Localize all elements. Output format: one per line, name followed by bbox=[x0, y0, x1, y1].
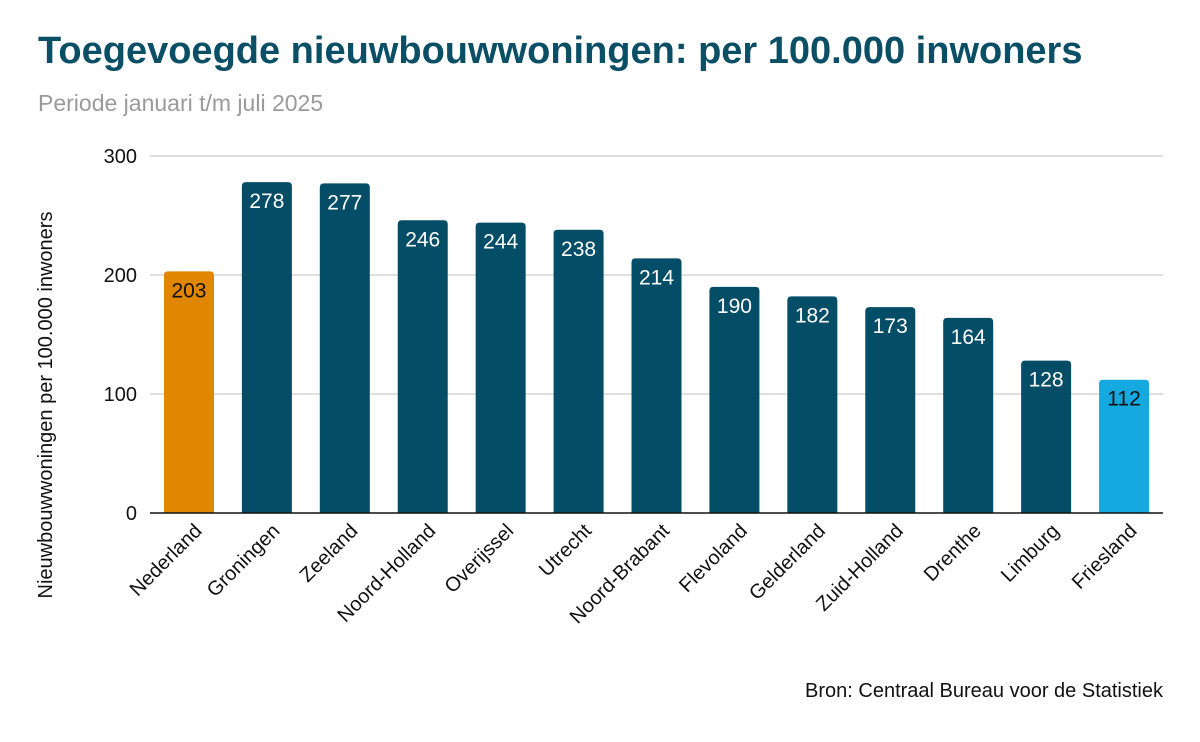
bar-flevoland bbox=[709, 286, 760, 513]
bar-utrecht bbox=[553, 229, 604, 513]
data-label: 277 bbox=[327, 191, 362, 214]
y-tick-label: 100 bbox=[104, 384, 137, 406]
data-label: 246 bbox=[405, 228, 440, 251]
bar-gelderland bbox=[787, 296, 838, 513]
bar-friesland bbox=[1099, 379, 1150, 513]
bar-noord-holland bbox=[397, 220, 448, 513]
data-label: 278 bbox=[249, 190, 284, 213]
bars: 203 278 277 246 244 238 214 190 182 173 164 128 112 bbox=[163, 182, 1150, 513]
data-label: 244 bbox=[483, 231, 518, 254]
data-label: 128 bbox=[1029, 369, 1064, 392]
chart-subtitle: Periode januari t/m juli 2025 bbox=[38, 90, 324, 116]
x-tick-label: Groningen bbox=[203, 520, 285, 602]
bar-nederland bbox=[163, 271, 214, 513]
bar-zuid-holland bbox=[865, 307, 916, 513]
bar-noord-brabant bbox=[631, 258, 682, 513]
x-tick-label: Friesland bbox=[1068, 520, 1142, 594]
x-tick-label: Drenthe bbox=[920, 520, 986, 586]
data-label: 112 bbox=[1107, 388, 1140, 411]
y-tick-label: 300 bbox=[104, 146, 137, 168]
data-label: 203 bbox=[171, 279, 206, 302]
x-tick-label: Utrecht bbox=[535, 520, 596, 581]
data-label: 190 bbox=[717, 295, 752, 318]
x-tick-label: Limburg bbox=[997, 520, 1064, 587]
bar-zeeland bbox=[319, 183, 370, 513]
data-label: 214 bbox=[639, 266, 674, 289]
bar-drenthe bbox=[943, 317, 994, 513]
bar-limburg bbox=[1021, 360, 1072, 513]
x-tick-label: Nederland bbox=[126, 520, 207, 601]
data-label: 164 bbox=[951, 326, 986, 349]
chart-title: Toegevoegde nieuwbouwwoningen: per 100.0… bbox=[38, 30, 1083, 72]
y-axis-title: Nieuwbouwwoningen per 100.000 inwoners bbox=[35, 212, 57, 599]
bar-groningen bbox=[241, 182, 292, 513]
data-label: 182 bbox=[795, 304, 830, 327]
x-tick-label: Flevoland bbox=[675, 520, 752, 597]
source-note: Bron: Centraal Bureau voor de Statistiek bbox=[805, 680, 1163, 702]
x-tick-label: Zeeland bbox=[296, 520, 363, 587]
y-tick-label: 0 bbox=[126, 503, 137, 525]
x-tick-label: Overijssel bbox=[441, 520, 519, 598]
y-tick-label: 200 bbox=[104, 265, 137, 287]
data-label: 173 bbox=[873, 315, 908, 338]
data-label: 238 bbox=[561, 238, 596, 261]
bar-overijssel bbox=[475, 222, 526, 513]
x-tick-label: Gelderland bbox=[745, 520, 830, 605]
